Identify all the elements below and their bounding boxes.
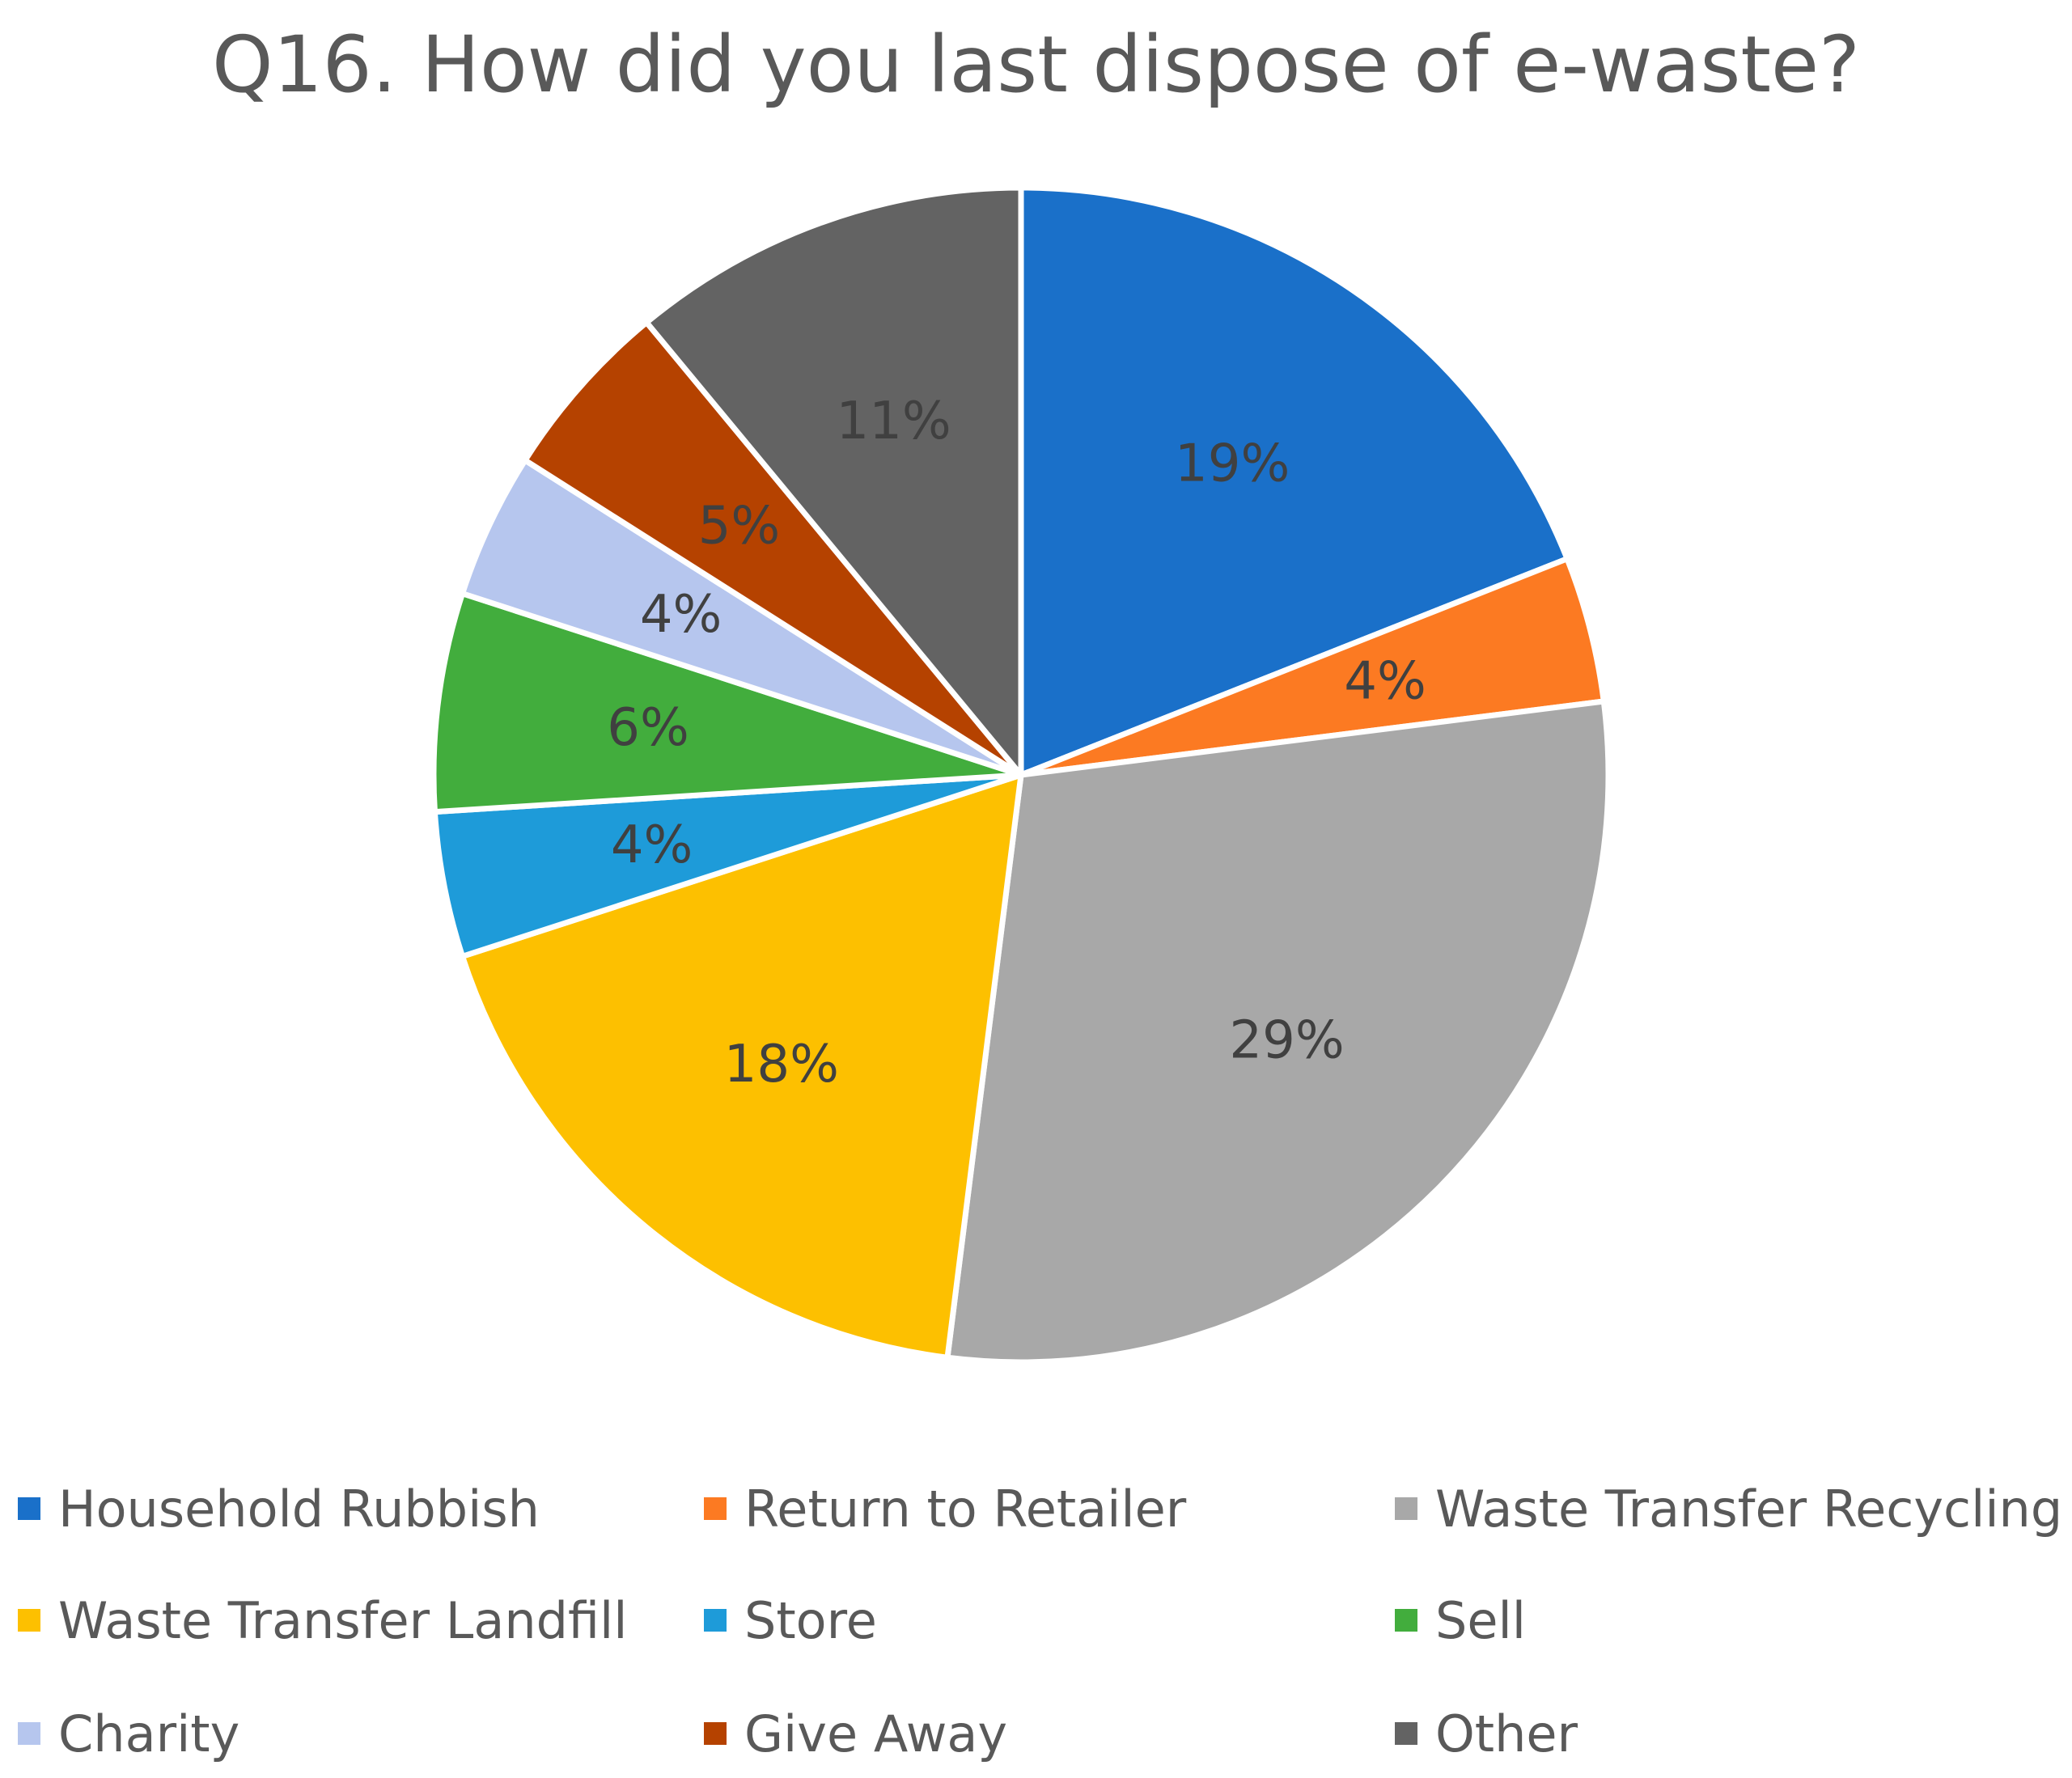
data-label-store: 4% (611, 815, 693, 875)
chart-title: Q16. How did you last dispose of e-waste… (212, 19, 1860, 110)
legend-swatch (1395, 1497, 1417, 1520)
legend-item-household-rubbish: Household Rubbish (18, 1464, 540, 1553)
pie-slice-store (431, 772, 1024, 959)
data-label-household-rubbish: 19% (1175, 434, 1290, 494)
pie-slice-return-to-retailer (1018, 556, 1607, 778)
pie-slice-sell (430, 591, 1024, 815)
legend-label: Give Away (744, 1704, 1008, 1763)
pie-slice-give-away (522, 320, 1024, 778)
legend-item-give-away: Give Away (704, 1689, 1007, 1778)
legend-swatch (1395, 1609, 1417, 1632)
pie-slice-waste-transfer-recycling (944, 698, 1612, 1365)
legend-label: Return to Retailer (744, 1479, 1187, 1539)
data-label-return-to-retailer: 4% (1344, 651, 1426, 711)
legend-item-return-to-retailer: Return to Retailer (704, 1464, 1186, 1553)
pie-slice-other (643, 184, 1024, 778)
pie-slices (430, 184, 1612, 1365)
chart-legend: Household Rubbish Return to Retailer Waste… (0, 1464, 2072, 1775)
legend-swatch (18, 1497, 40, 1520)
data-label-waste-transfer-landfill: 18% (724, 1035, 839, 1094)
legend-swatch (1395, 1722, 1417, 1745)
legend-label: Store (744, 1590, 877, 1650)
legend-swatch (704, 1722, 727, 1745)
legend-label: Waste Transfer Landfill (58, 1590, 628, 1650)
legend-item-waste-transfer-recycling: Waste Transfer Recycling (1395, 1464, 2062, 1553)
legend-swatch (704, 1497, 727, 1520)
data-label-other: 11% (836, 392, 951, 451)
pie-slice-charity (460, 457, 1024, 778)
pie-data-labels: 19% 4% 29% 18% 4% 6% 4% 5% 11% (607, 392, 1426, 1094)
pie-chart: 19% 4% 29% 18% 4% 6% 4% 5% 11% (430, 184, 1612, 1365)
legend-item-other: Other (1395, 1689, 1578, 1778)
data-label-charity: 4% (640, 585, 722, 645)
data-label-waste-transfer-recycling: 29% (1229, 1011, 1344, 1071)
legend-label: Sell (1435, 1590, 1526, 1650)
legend-swatch (18, 1722, 40, 1745)
legend-label: Other (1435, 1704, 1578, 1763)
legend-label: Waste Transfer Recycling (1435, 1479, 2063, 1539)
legend-swatch (18, 1609, 40, 1632)
legend-item-waste-transfer-landfill: Waste Transfer Landfill (18, 1576, 628, 1665)
pie-slice-waste-transfer-landfill (460, 772, 1024, 1361)
legend-label: Household Rubbish (58, 1479, 540, 1539)
legend-item-sell: Sell (1395, 1576, 1526, 1665)
legend-label: Charity (58, 1704, 240, 1763)
legend-item-charity: Charity (18, 1689, 239, 1778)
legend-item-store: Store (704, 1576, 877, 1665)
pie-slice-household-rubbish (1018, 184, 1570, 778)
data-label-give-away: 5% (698, 497, 781, 557)
legend-swatch (704, 1609, 727, 1632)
data-label-sell: 6% (607, 698, 689, 758)
